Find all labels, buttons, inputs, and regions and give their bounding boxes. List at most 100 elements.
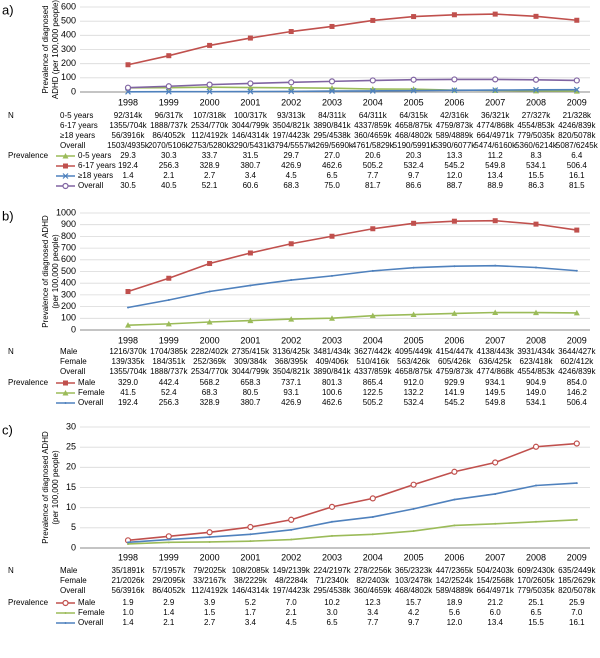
value-label: 801.3 [322,378,343,387]
data-point [412,530,415,533]
n-cell: 360/4659k [354,586,392,595]
value-label: 534.1 [526,398,547,407]
legend-label: Overall [78,181,104,190]
x-tick-label: 2004 [363,335,383,345]
n-cell: 252/369k [193,357,227,366]
n-cell: 664/4971k [477,586,515,595]
data-point [165,320,172,327]
legend-marker [62,390,69,396]
value-label: 7.7 [367,618,379,627]
data-point [167,538,170,541]
data-point [247,88,254,95]
n-cell: 2753/5280k [189,141,232,150]
value-label: 12.3 [365,598,381,607]
value-label: 1.9 [122,598,134,607]
n-cell: 504/2403k [477,566,515,575]
value-label: 6.5 [326,171,338,180]
x-tick-label: 2002 [281,552,301,562]
data-point [533,221,539,227]
value-label: 192.4 [118,161,139,170]
n-cell: 609/2430k [517,566,555,575]
row-label: ≥18 years [60,131,95,140]
data-point [492,87,499,94]
data-point [574,227,580,233]
value-label: 149.0 [526,388,547,397]
data-point [573,77,580,84]
value-label: 93.1 [283,388,299,397]
series-line [127,219,577,293]
y-tick-label: 25 [66,442,76,452]
value-label: 52.1 [202,181,218,190]
panel-label: c) [2,422,13,437]
n-cell: 103/2478k [395,576,433,585]
n-cell: 1888/737k [150,121,188,130]
n-label: N [8,566,14,575]
value-label: 100.6 [322,388,343,397]
row-label: 0-5 years [60,111,93,120]
value-label: 33.7 [202,151,218,160]
n-cell: 4269/5690k [311,141,354,150]
value-label: 1.4 [122,171,134,180]
y-axis-label: Prevalence of diagnosed [41,5,50,93]
value-label: 68.3 [283,181,299,190]
y-tick-label: 0 [71,542,76,552]
legend-label: Overall [78,618,104,627]
series-line [127,78,577,89]
n-cell: 93/313k [277,111,306,120]
value-label: 16.1 [569,171,585,180]
data-point [167,541,170,544]
legend-label: Female [78,388,105,397]
n-cell: 5390/6077k [433,141,476,150]
legend-label: ≥18 years [78,171,113,180]
n-cell: 4658/875k [395,367,433,376]
data-point [206,88,213,95]
n-cell: 3136/425k [273,347,311,356]
n-cell: 5474/6160k [474,141,517,150]
n-cell: 447/2365k [436,566,474,575]
value-label: 146.2 [567,388,588,397]
n-cell: 3290/5431k [229,141,272,150]
n-cell: 29/2095k [152,576,186,585]
n-cell: 197/4423k [273,131,311,140]
value-label: 149.5 [485,388,506,397]
data-point [532,443,540,450]
value-label: 532.4 [404,398,425,407]
n-cell: 4337/859k [354,121,392,130]
x-tick-label: 2009 [567,97,587,107]
data-point [288,516,295,523]
y-tick-label: 500 [61,16,76,26]
legend-marker [62,599,69,607]
y-axis-label: Prevalence of diagnosed ADHD [41,215,50,328]
value-label: 9.7 [408,618,420,627]
n-cell: 295/4538k [313,131,351,140]
n-cell: 664/4971k [477,131,515,140]
y-tick-label: 400 [61,278,76,288]
data-point [247,80,254,87]
x-tick-label: 2009 [567,552,587,562]
x-tick-label: 1999 [159,335,179,345]
data-point [371,533,374,536]
x-tick-label: 2006 [444,97,464,107]
value-label: 534.1 [526,161,547,170]
value-label: 1.7 [245,608,257,617]
value-label: 2.7 [204,618,216,627]
data-point [451,76,458,83]
legend-marker [64,622,67,624]
data-point [331,534,333,537]
legend-label: 0-5 years [78,151,111,160]
data-point [127,306,129,309]
n-cell: 468/4802k [395,586,433,595]
n-cell: 623/418k [520,357,554,366]
n-cell: 100/317k [234,111,268,120]
n-cell: 33/2167k [193,576,227,585]
data-point [533,13,539,19]
value-label: 3.0 [326,608,338,617]
data-point [451,12,457,18]
data-point [575,269,578,272]
series-line [127,88,577,93]
value-label: 506.4 [567,398,588,407]
value-label: 18.9 [447,598,463,607]
data-point [573,86,580,93]
series-line [127,518,577,545]
y-tick-label: 100 [61,313,76,323]
